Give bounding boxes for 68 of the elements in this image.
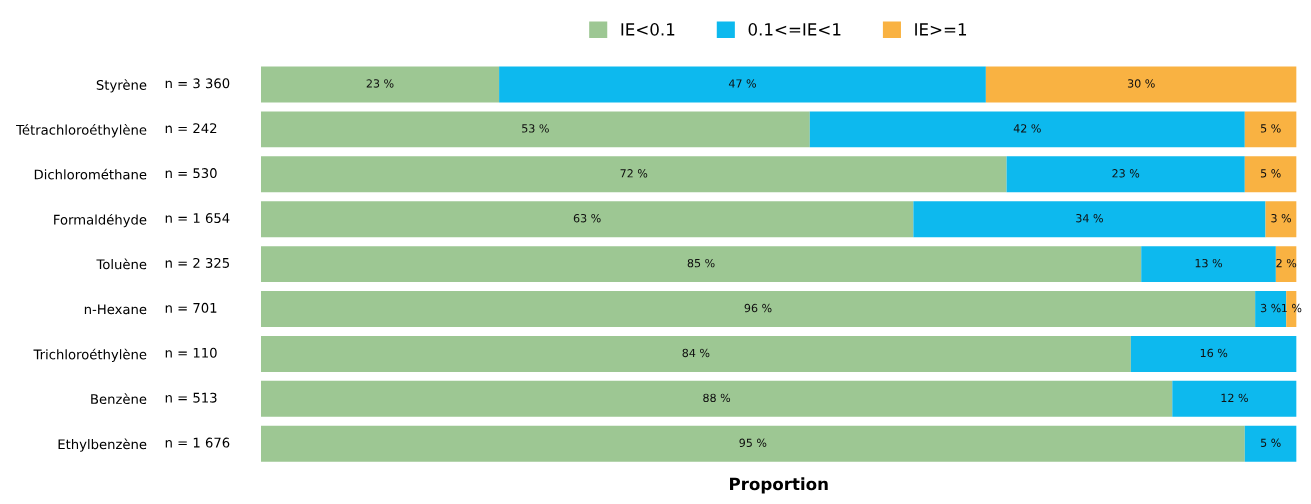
y2-tick-label: n = 242 [165,123,217,133]
data-label: 47 % [728,79,756,88]
y2-tick-label: n = 3 360 [165,78,230,89]
bar [260,425,1245,462]
bar [260,246,1142,283]
data-label: 95 % [739,438,767,447]
x-axis-title: Proportion [730,477,828,494]
y-tick-label: Tétrachloroéthylène [16,124,147,138]
data-label: 42 % [1013,124,1041,133]
legend-label: 0.1<=IE<1 [748,23,841,36]
data-label: 85 % [687,258,715,268]
bar [260,291,1256,327]
data-label: 23 % [1112,169,1140,178]
data-label: 3 % [1260,303,1281,313]
data-label: 12 % [1221,393,1248,403]
bar [1265,201,1297,238]
data-label: 63 % [573,214,601,223]
data-label: 13 % [1195,258,1223,268]
y-tick-label: Ethylbenzène [58,438,147,452]
data-label: 34 % [1076,214,1103,223]
data-label: 72 % [620,169,648,178]
y-tick-label: Formaldéhyde [54,213,147,228]
bar [260,111,810,148]
bar [260,201,914,238]
data-label: 84 % [682,348,710,358]
bar [1244,425,1297,462]
data-label: 16 % [1200,348,1228,358]
data-label: 53 % [522,124,549,133]
data-label: 96 % [744,303,772,313]
bar [1244,111,1297,148]
y2-tick-label: n = 1 676 [165,437,230,448]
legend-label: IE>=1 [915,23,967,36]
y-tick-label: n-Hexane [84,304,147,315]
y-tick-label: Styrène [96,79,147,93]
data-label: 5 % [1260,124,1281,133]
y2-tick-label: n = 1 654 [165,213,230,224]
y2-tick-label: n = 110 [165,347,217,358]
bar [260,156,1007,193]
bar [260,335,1131,372]
y2-tick-label: n = 701 [165,302,217,313]
bar [1130,335,1297,372]
y2-tick-label: n = 530 [165,168,217,179]
y2-tick-label: n = 2 325 [165,257,229,268]
data-label: 5 % [1260,438,1281,447]
bar [1255,291,1287,327]
bar [913,201,1266,238]
bar [260,380,1173,417]
data-label: 23 % [366,79,394,88]
data-label: 30 % [1127,79,1155,88]
bar [985,66,1297,103]
bar [1172,380,1297,417]
y-tick-label: Dichlorométhane [34,168,147,180]
y-tick-label: Benzène [91,393,147,405]
data-label: 88 % [703,393,731,403]
y2-tick-label: n = 513 [165,392,217,403]
data-label: 5 % [1260,169,1281,178]
bar [1275,246,1297,283]
bar [1141,246,1276,283]
data-label: 3 % [1271,214,1292,223]
y-tick-label: Toluène [96,258,147,270]
bar [260,66,500,103]
bar [499,66,986,103]
bar [809,111,1245,148]
bar [1006,156,1245,193]
bar [1244,156,1297,193]
legend-label: IE<0.1 [621,23,675,36]
y-tick-label: Trichloroéthylène [33,348,147,362]
data-label: 2 % [1276,258,1297,268]
